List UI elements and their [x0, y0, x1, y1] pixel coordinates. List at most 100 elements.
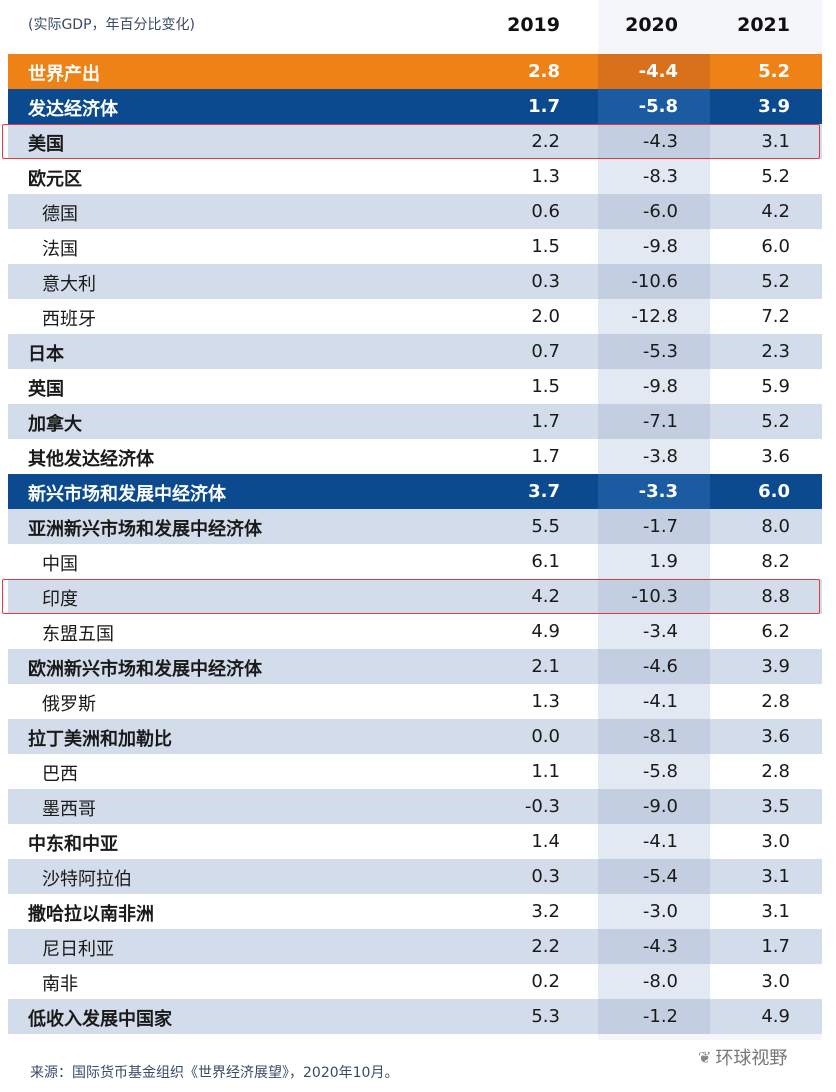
value-2021: 6.2	[761, 621, 790, 642]
value-2020: -9.0	[642, 796, 678, 817]
value-2021: 3.0	[761, 831, 790, 852]
value-2020: -8.3	[642, 166, 678, 187]
value-2021: 5.2	[758, 61, 790, 82]
column-2020-shade	[598, 89, 710, 124]
table-row: 意大利 0.3 -10.6 5.2	[8, 264, 822, 299]
table-body: 世界产出 2.8 -4.4 5.2 发达经济体 1.7 -5.8 3.9 美国 2.2 -4.3 3.…	[8, 54, 822, 1034]
value-2019: 5.5	[531, 516, 560, 537]
value-2019: 1.5	[531, 236, 560, 257]
value-2019: 1.3	[531, 691, 560, 712]
value-2020: -4.3	[642, 936, 678, 957]
value-2020: -7.1	[642, 411, 678, 432]
value-2019: 0.3	[531, 866, 560, 887]
column-2020-shade	[598, 159, 710, 194]
value-2021: 4.9	[761, 1006, 790, 1027]
value-2021: 3.9	[758, 96, 790, 117]
value-2019: 1.5	[531, 376, 560, 397]
row-label: 美国	[28, 134, 64, 155]
value-2021: 3.1	[761, 131, 790, 152]
value-2020: -4.1	[642, 691, 678, 712]
value-2020: -10.6	[631, 271, 678, 292]
value-2021: 7.2	[761, 306, 790, 327]
value-2019: 2.2	[531, 131, 560, 152]
value-2019: 0.7	[531, 341, 560, 362]
year-header-2020: 2020	[625, 14, 678, 36]
value-2020: -4.1	[642, 831, 678, 852]
row-label: 墨西哥	[42, 799, 96, 820]
value-2019: 2.0	[531, 306, 560, 327]
row-label: 欧元区	[28, 169, 82, 190]
value-2020: -6.0	[642, 201, 678, 222]
column-2020-shade	[598, 194, 710, 229]
value-2021: 8.8	[761, 586, 790, 607]
value-2019: 6.1	[531, 551, 560, 572]
table-row: 尼日利亚 2.2 -4.3 1.7	[8, 929, 822, 964]
value-2020: -12.8	[631, 306, 678, 327]
value-2020: -3.0	[642, 901, 678, 922]
value-2021: 3.1	[761, 866, 790, 887]
column-2020-shade	[598, 789, 710, 824]
unit-note: (实际GDP，年百分比变化)	[28, 17, 195, 33]
value-2019: 0.6	[531, 201, 560, 222]
column-2020-shade	[598, 824, 710, 859]
value-2021: 3.6	[761, 446, 790, 467]
column-2020-shade	[598, 509, 710, 544]
row-label: 英国	[28, 379, 64, 400]
column-2020-shade	[598, 474, 710, 509]
value-2020: -4.6	[642, 656, 678, 677]
value-2020: -5.8	[638, 96, 678, 117]
table-row: 巴西 1.1 -5.8 2.8	[8, 754, 822, 789]
value-2021: 5.2	[761, 166, 790, 187]
value-2020: -4.3	[642, 131, 678, 152]
value-2020: -4.4	[638, 61, 678, 82]
value-2021: 6.0	[758, 481, 790, 502]
value-2021: 1.7	[761, 936, 790, 957]
column-2020-shade	[598, 964, 710, 999]
table-row: 撒哈拉以南非洲 3.2 -3.0 3.1	[8, 894, 822, 929]
column-2020-shade	[598, 684, 710, 719]
table-row: 加拿大 1.7 -7.1 5.2	[8, 404, 822, 439]
source-note: 来源：国际货币基金组织《世界经济展望》，2020年10月。	[30, 1065, 399, 1081]
value-2019: 1.4	[531, 831, 560, 852]
value-2020: 1.9	[649, 551, 678, 572]
row-label: 加拿大	[28, 414, 82, 435]
highlight-box	[2, 579, 820, 614]
value-2021: 5.9	[761, 376, 790, 397]
value-2019: 1.1	[531, 761, 560, 782]
table-row: 其他发达经济体 1.7 -3.8 3.6	[8, 439, 822, 474]
table-row: 低收入发展中国家 5.3 -1.2 4.9	[8, 999, 822, 1034]
column-2020-shade	[598, 999, 710, 1034]
table-row: 俄罗斯 1.3 -4.1 2.8	[8, 684, 822, 719]
table-row: 法国 1.5 -9.8 6.0	[8, 229, 822, 264]
value-2020: -1.7	[642, 516, 678, 537]
table-row: 日本 0.7 -5.3 2.3	[8, 334, 822, 369]
value-2020: -9.8	[642, 236, 678, 257]
table-row: 新兴市场和发展中经济体 3.7 -3.3 6.0	[8, 474, 822, 509]
value-2019: 4.9	[531, 621, 560, 642]
row-label: 法国	[42, 239, 78, 260]
row-label: 发达经济体	[28, 99, 118, 120]
row-label: 南非	[42, 974, 78, 995]
table-row: 西班牙 2.0 -12.8 7.2	[8, 299, 822, 334]
column-2020-shade	[598, 54, 710, 89]
table-row: 南非 0.2 -8.0 3.0	[8, 964, 822, 999]
column-2020-shade	[598, 439, 710, 474]
value-2020: -1.2	[642, 1006, 678, 1027]
row-label: 沙特阿拉伯	[42, 869, 132, 890]
highlight-box	[2, 124, 820, 159]
table-header: (实际GDP，年百分比变化) 2019 2020 2021	[0, 0, 836, 52]
value-2021: 2.8	[761, 691, 790, 712]
table-row: 亚洲新兴市场和发展中经济体 5.5 -1.7 8.0	[8, 509, 822, 544]
value-2019: -0.3	[524, 796, 560, 817]
row-label: 尼日利亚	[42, 939, 114, 960]
value-2021: 6.0	[761, 236, 790, 257]
row-label: 印度	[42, 589, 78, 610]
value-2021: 4.2	[761, 201, 790, 222]
value-2019: 0.0	[531, 726, 560, 747]
column-2020-shade	[598, 404, 710, 439]
table-row: 欧元区 1.3 -8.3 5.2	[8, 159, 822, 194]
value-2021: 3.0	[761, 971, 790, 992]
table-row: 拉丁美洲和加勒比 0.0 -8.1 3.6	[8, 719, 822, 754]
row-label: 巴西	[42, 764, 78, 785]
value-2020: -8.0	[642, 971, 678, 992]
